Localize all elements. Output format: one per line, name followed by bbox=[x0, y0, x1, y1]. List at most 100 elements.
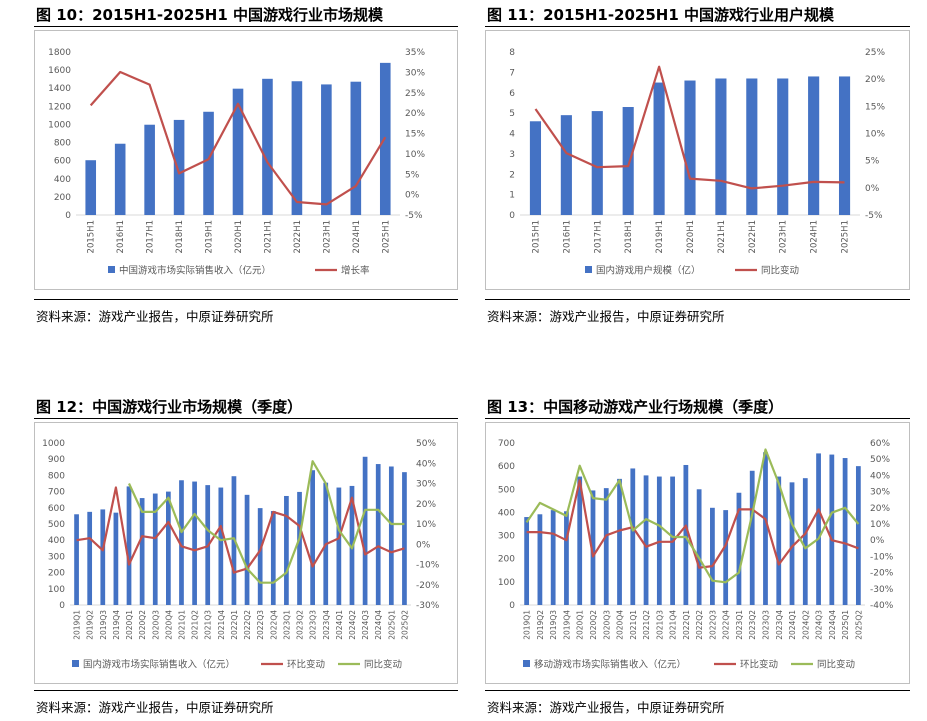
legend-swatch bbox=[72, 660, 79, 667]
bar bbox=[85, 160, 97, 215]
bar bbox=[74, 514, 79, 605]
x-tick-label: 2016H1 bbox=[562, 220, 572, 253]
x-tick-label: 2020Q3 bbox=[602, 610, 611, 640]
x-tick-label: 2021Q2 bbox=[191, 610, 200, 640]
x-tick-label: 2021H1 bbox=[263, 220, 273, 253]
bar bbox=[622, 107, 634, 215]
x-tick-label: 2020Q2 bbox=[589, 610, 598, 640]
bar bbox=[630, 468, 636, 605]
bar bbox=[537, 514, 543, 605]
x-tick-label: 2024Q4 bbox=[374, 610, 383, 640]
figure-10-chart: 0 200 400 600 800 1000 1200 1400 1600 1800 -5% 0% 5%… bbox=[34, 30, 458, 290]
bar bbox=[350, 81, 362, 215]
bar bbox=[653, 82, 665, 215]
bar bbox=[218, 487, 224, 605]
figure-13-top-rule bbox=[485, 418, 910, 419]
x-tick-label: 2020Q1 bbox=[576, 610, 585, 640]
figure-12-source: 资料来源：游戏产业报告，中原证券研究所 bbox=[36, 700, 274, 715]
y-tick-right: 0% bbox=[870, 536, 885, 546]
figure-11-bottom-rule bbox=[485, 299, 910, 300]
x-tick-label: 2019Q3 bbox=[549, 610, 558, 640]
x-tick-label: 2019Q3 bbox=[99, 610, 108, 640]
bar bbox=[402, 472, 407, 605]
bar bbox=[203, 111, 214, 215]
y-tick-left: 200 bbox=[48, 569, 65, 579]
x-tick-label: 2017H1 bbox=[146, 220, 156, 253]
y-tick-right: 20% bbox=[865, 75, 885, 85]
legend-label: 国内游戏用户规模（亿） bbox=[596, 265, 701, 277]
x-tick-label: 2021H1 bbox=[717, 220, 727, 253]
y-tick-left: 5 bbox=[509, 109, 515, 119]
x-tick-label: 2018H1 bbox=[175, 220, 185, 253]
x-tick-label: 2022Q4 bbox=[722, 610, 731, 640]
y-tick-left: 200 bbox=[498, 555, 515, 565]
bar bbox=[816, 453, 821, 605]
x-tick-label: 2019Q2 bbox=[536, 610, 545, 640]
y-tick-left: 1200 bbox=[48, 102, 71, 112]
y-tick-left: 6 bbox=[509, 89, 515, 99]
y-tick-right: 35% bbox=[405, 48, 425, 58]
x-tick-label: 2025Q1 bbox=[387, 610, 396, 640]
x-tick-label: 2023Q1 bbox=[735, 610, 744, 640]
y-tick-left: 7 bbox=[509, 68, 515, 78]
x-tick-label: 2023H1 bbox=[779, 220, 789, 253]
x-tick-label: 2022Q3 bbox=[708, 610, 717, 640]
y-tick-right: 0% bbox=[865, 184, 880, 194]
y-tick-left: 1600 bbox=[48, 66, 71, 76]
figure-11-source: 资料来源：游戏产业报告，中原证券研究所 bbox=[487, 309, 725, 324]
y-tick-right: 30% bbox=[870, 488, 890, 498]
x-tick-label: 2021Q3 bbox=[204, 610, 213, 640]
bar bbox=[763, 452, 768, 605]
y-tick-left: 200 bbox=[54, 193, 71, 203]
legend-label: 国内游戏市场实际销售收入（亿元） bbox=[83, 659, 235, 671]
x-tick-label: 2019H1 bbox=[655, 220, 665, 253]
bar bbox=[362, 456, 368, 605]
bar bbox=[336, 487, 342, 605]
x-tick-label: 2024Q2 bbox=[348, 610, 357, 640]
bar bbox=[643, 475, 649, 605]
x-tick-label: 2024Q1 bbox=[788, 610, 797, 640]
legend-swatch bbox=[585, 266, 592, 273]
x-tick-label: 2018H1 bbox=[624, 220, 634, 253]
x-tick-label: 2023Q4 bbox=[775, 610, 784, 640]
series-line bbox=[89, 70, 387, 206]
y-tick-right: 40% bbox=[870, 471, 890, 481]
y-tick-right: -20% bbox=[416, 581, 440, 591]
bar bbox=[838, 76, 851, 215]
legend-label: 同比变动 bbox=[817, 659, 855, 671]
bar bbox=[560, 115, 572, 215]
figure-13-chart: 0 100 200 300 400 500 600 700 -40% -30% -20% -10% 0%… bbox=[485, 422, 910, 684]
x-tick-label: 2020Q4 bbox=[616, 610, 625, 640]
x-tick-label: 2024H1 bbox=[810, 220, 820, 253]
bar bbox=[529, 121, 542, 215]
bar bbox=[152, 493, 158, 605]
x-tick-label: 2019Q1 bbox=[73, 610, 82, 640]
bar bbox=[87, 511, 93, 605]
bar bbox=[696, 489, 702, 605]
y-tick-left: 300 bbox=[498, 532, 515, 542]
y-tick-left: 600 bbox=[498, 462, 515, 472]
x-tick-label: 2023Q3 bbox=[309, 610, 318, 640]
y-tick-right: -40% bbox=[870, 601, 894, 611]
x-tick-label: 2024Q4 bbox=[828, 610, 837, 640]
x-tick-label: 2015H1 bbox=[531, 220, 541, 253]
legend-swatch bbox=[523, 660, 530, 667]
bar bbox=[114, 143, 126, 215]
bar bbox=[524, 517, 530, 605]
bar bbox=[736, 492, 742, 605]
y-tick-right: 10% bbox=[870, 520, 890, 530]
y-tick-left: 600 bbox=[48, 504, 65, 514]
y-tick-right: 5% bbox=[865, 157, 880, 167]
bar bbox=[776, 476, 782, 605]
y-tick-left: 1 bbox=[509, 191, 515, 201]
figure-10-bottom-rule bbox=[34, 299, 458, 300]
x-tick-label: 2019H1 bbox=[205, 220, 215, 253]
chart-frame bbox=[485, 30, 910, 290]
figure-11-top-rule bbox=[485, 26, 910, 27]
bar bbox=[590, 490, 596, 605]
y-tick-left: 800 bbox=[54, 139, 71, 149]
y-tick-left: 700 bbox=[48, 488, 65, 498]
figure-12-chart: 0 100 200 300 400 500 600 700 800 900 1000 -30% -20%… bbox=[34, 422, 458, 684]
bar bbox=[749, 470, 755, 605]
x-tick-label: 2016H1 bbox=[116, 220, 126, 253]
